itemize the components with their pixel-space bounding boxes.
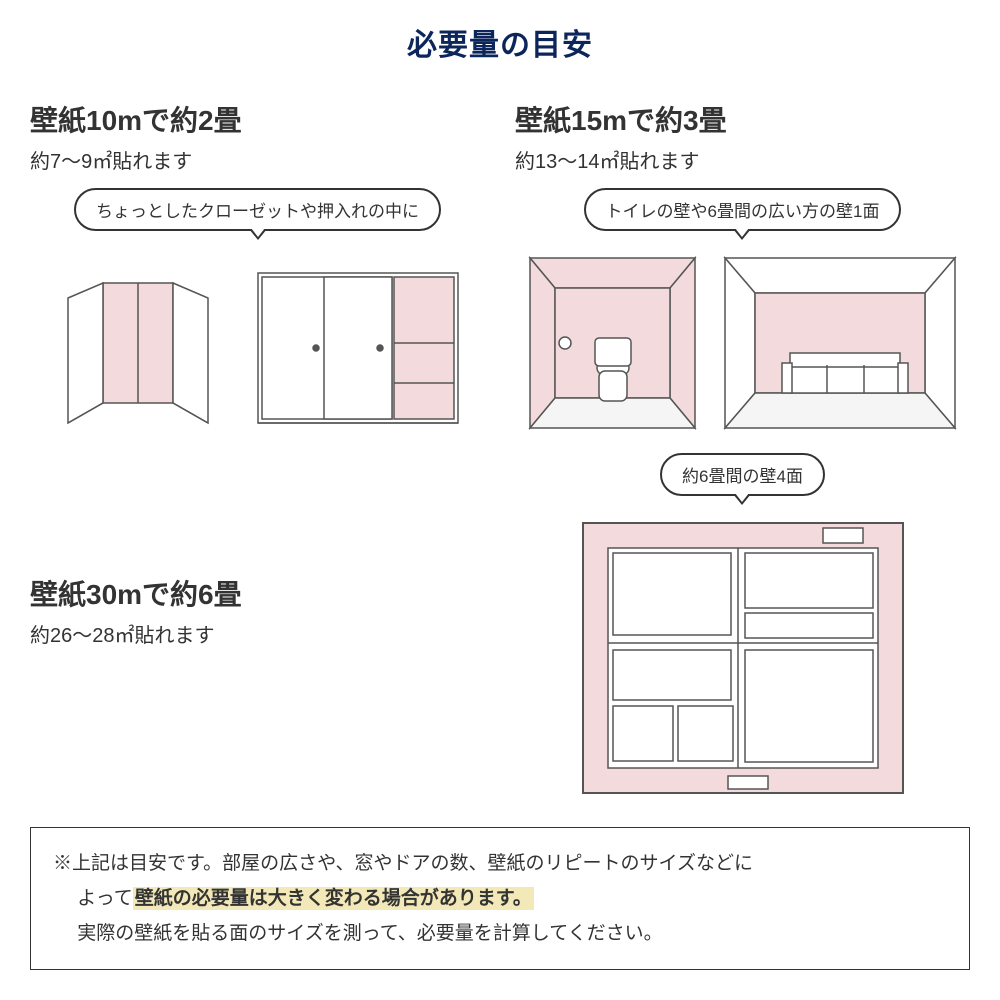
section-30m-bubble: 約6畳間の壁4面 (660, 453, 825, 496)
room-wall-illustration (720, 253, 960, 433)
disclaimer-box: ※上記は目安です。部屋の広さや、窓やドアの数、壁紙のリピートのサイズなどに よっ… (30, 827, 970, 970)
note-line-1: ※上記は目安です。部屋の広さや、窓やドアの数、壁紙のリピートのサイズなどに (53, 846, 947, 881)
sections-grid: 壁紙10mで約2畳 約7〜9㎡貼れます ちょっとしたクローゼットや押入れの中に (30, 99, 970, 798)
section-15m-illustrations (515, 253, 970, 433)
section-30m-heading: 壁紙30mで約6畳 (30, 573, 485, 613)
section-10m-bubble: ちょっとしたクローゼットや押入れの中に (74, 188, 441, 231)
page-title: 必要量の目安 (30, 20, 970, 64)
section-30m: 壁紙30mで約6畳 約26〜28㎡貼れます (30, 573, 485, 798)
section-15m-sub: 約13〜14㎡貼れます (515, 145, 970, 174)
section-15m-bubble: トイレの壁や6畳間の広い方の壁1面 (584, 188, 902, 231)
note-line-2-prefix: よって (53, 888, 133, 909)
closet-illustration (48, 253, 228, 433)
section-10m-illustrations (30, 253, 485, 433)
note-line-2-highlight: 壁紙の必要量は大きく変わる場合があります。 (133, 887, 534, 910)
section-10m: 壁紙10mで約2畳 約7〜9㎡貼れます ちょっとしたクローゼットや押入れの中に (30, 99, 485, 433)
section-30m-right: 約6畳間の壁4面 (515, 453, 970, 798)
oshiire-illustration (248, 253, 468, 433)
section-10m-heading: 壁紙10mで約2畳 (30, 99, 485, 139)
section-15m: 壁紙15mで約3畳 約13〜14㎡貼れます トイレの壁や6畳間の広い方の壁1面 (515, 99, 970, 433)
section-10m-sub: 約7〜9㎡貼れます (30, 145, 485, 174)
section-15m-heading: 壁紙15mで約3畳 (515, 99, 970, 139)
note-line-3: 実際の壁紙を貼る面のサイズを測って、必要量を計算してください。 (53, 916, 947, 951)
toilet-room-illustration (525, 253, 700, 433)
note-line-2: よって壁紙の必要量は大きく変わる場合があります。 (53, 881, 947, 916)
section-30m-sub: 約26〜28㎡貼れます (30, 619, 485, 648)
floorplan-illustration (578, 518, 908, 798)
